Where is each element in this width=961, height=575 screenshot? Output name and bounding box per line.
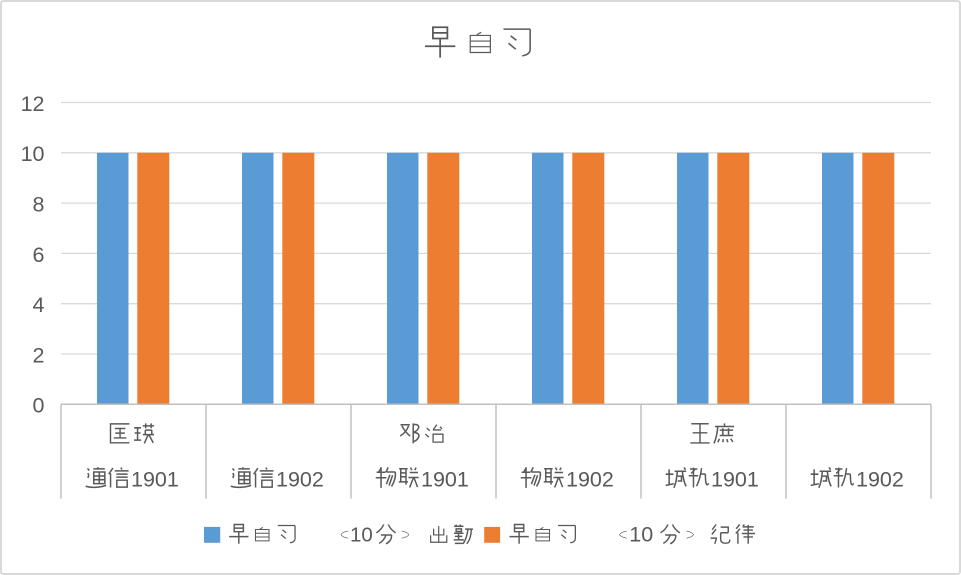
svg-text:12: 12	[21, 92, 45, 116]
svg-text:10: 10	[21, 142, 45, 166]
svg-text:6: 6	[33, 243, 45, 267]
svg-text:10: 10	[350, 524, 373, 547]
svg-text:1901: 1901	[421, 468, 469, 492]
svg-text:1902: 1902	[566, 468, 614, 492]
svg-text:1901: 1901	[711, 468, 759, 492]
svg-text:10: 10	[629, 523, 653, 547]
svg-text:1901: 1901	[131, 468, 179, 492]
svg-text:1902: 1902	[856, 468, 904, 492]
svg-text:1902: 1902	[276, 468, 324, 492]
svg-text:4: 4	[33, 293, 45, 317]
svg-text:2: 2	[33, 343, 45, 367]
svg-text:8: 8	[33, 193, 45, 217]
svg-text:0: 0	[33, 394, 45, 418]
